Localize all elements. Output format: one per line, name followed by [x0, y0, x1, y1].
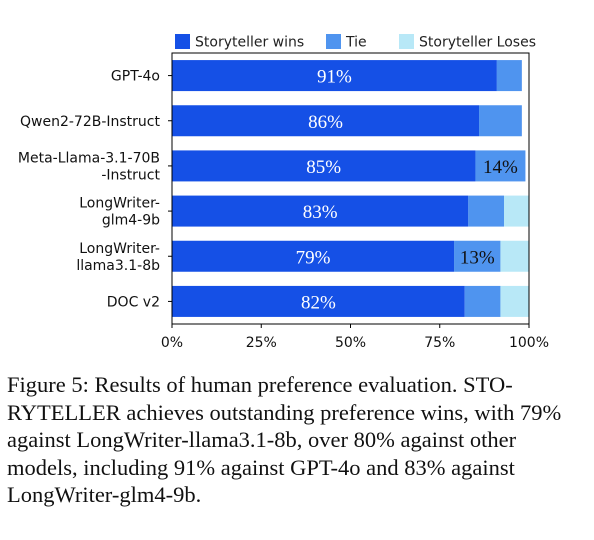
- bar-1-1: [479, 105, 522, 137]
- legend-label-1: Tie: [345, 35, 367, 51]
- bar-3-1: [468, 195, 505, 227]
- legend: Storyteller wins Tie Storyteller Loses: [175, 34, 536, 51]
- category-label-2-1: -Instruct: [101, 167, 160, 183]
- category-label-2-0: Meta-Llama-3.1-70B: [18, 150, 160, 166]
- x-tick-label-3: 75%: [424, 335, 455, 351]
- category-label-1-0: Qwen2-72B-Instruct: [20, 114, 160, 130]
- legend-swatch-0: [175, 34, 190, 49]
- caption-sentence-1: Results of human preference evaluation.: [94, 372, 458, 397]
- bar-0-1: [496, 60, 522, 92]
- data-label-1: 86%: [308, 112, 343, 133]
- caption-name-tail-1: TO: [475, 372, 506, 397]
- category-label-4-0: LongWriter-: [79, 241, 160, 257]
- data-label-6: 13%: [460, 247, 495, 268]
- data-label-5: 79%: [296, 247, 331, 268]
- bar-4-1: [454, 240, 501, 272]
- bar-5-2: [500, 285, 529, 317]
- x-tick-label-1: 25%: [246, 335, 277, 351]
- data-labels: 91% 86% 85% 14% 83% 79% 13% 82%: [296, 67, 518, 314]
- legend-swatch-1: [326, 34, 341, 49]
- data-label-3: 14%: [483, 157, 518, 178]
- x-tick-label-4: 100%: [509, 335, 549, 351]
- bar-4-0: [172, 240, 455, 272]
- caption-rest: achieves outstanding preference wins, wi…: [7, 399, 562, 508]
- caption-figure-label: Figure 5:: [7, 372, 89, 397]
- bar-0-0: [172, 60, 497, 92]
- category-label-0-0: GPT-4o: [111, 69, 160, 85]
- x-axis: 0% 25% 50% 75% 100%: [161, 52, 549, 351]
- bar-2-0: [172, 150, 476, 182]
- caption-name-head: S: [463, 372, 476, 397]
- plot-frame: [171, 52, 530, 325]
- category-label-3-0: LongWriter-: [79, 196, 160, 212]
- bar-3-0: [172, 195, 469, 227]
- legend-swatch-2: [399, 34, 414, 49]
- data-label-2: 85%: [306, 157, 341, 178]
- figure-caption: Figure 5: Results of human preference ev…: [7, 372, 562, 508]
- data-label-7: 82%: [301, 292, 336, 313]
- bar-1-0: [172, 105, 480, 137]
- bar-5-1: [464, 285, 501, 317]
- category-label-4-1: llama3.1-8b: [76, 258, 160, 274]
- legend-label-2: Storyteller Loses: [419, 35, 536, 51]
- bar-2-1: [475, 150, 526, 182]
- legend-label-0: Storyteller wins: [195, 35, 304, 51]
- stacked-bar-chart: Storyteller wins Tie Storyteller Loses GPT…: [18, 34, 549, 351]
- caption-name-tail-2: RYTELLER: [7, 399, 121, 425]
- data-label-4: 83%: [303, 202, 338, 223]
- category-label-5-0: DOC v2: [107, 294, 160, 310]
- bar-3-2: [504, 195, 529, 227]
- x-tick-label-2: 50%: [335, 335, 366, 351]
- bar-4-2: [500, 240, 529, 272]
- category-labels: GPT-4o Qwen2-72B-Instruct Meta-Llama-3.1-7…: [18, 69, 161, 311]
- bars: [172, 60, 529, 317]
- data-label-0: 91%: [317, 67, 352, 88]
- category-label-3-1: glm4-9b: [102, 213, 160, 229]
- bar-5-0: [172, 285, 465, 317]
- x-tick-label-0: 0%: [161, 335, 183, 351]
